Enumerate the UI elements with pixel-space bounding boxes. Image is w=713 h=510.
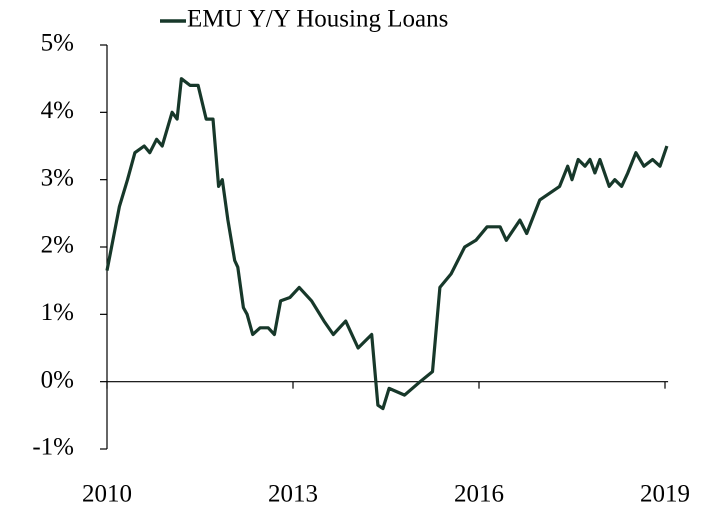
y-tick-label: 1% [41, 299, 74, 326]
y-tick-label: 2% [41, 232, 74, 259]
y-tick-label: 4% [41, 97, 74, 124]
legend-label: EMU Y/Y Housing Loans [187, 6, 448, 33]
x-tick-label: 2010 [82, 481, 132, 508]
x-tick-label: 2019 [640, 481, 690, 508]
y-tick-label: -1% [32, 434, 74, 461]
x-tick-label: 2016 [454, 481, 504, 508]
y-tick-label: 3% [41, 164, 74, 191]
y-tick-label: 5% [41, 30, 74, 57]
y-tick-label: 0% [41, 366, 74, 393]
x-tick-label: 2013 [268, 481, 318, 508]
line-series [105, 77, 669, 411]
